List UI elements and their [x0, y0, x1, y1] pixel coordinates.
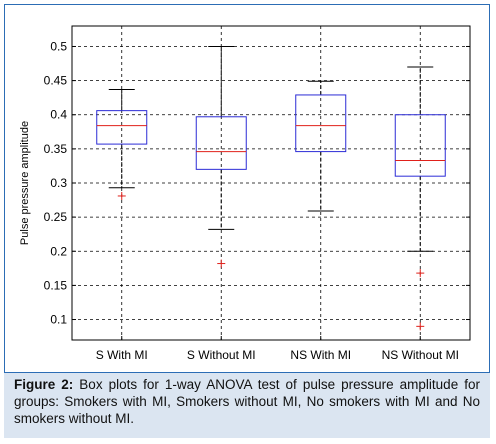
figure-caption: Figure 2: Box plots for 1-way ANOVA test… — [4, 372, 490, 438]
y-tick-label: 0.45 — [44, 74, 68, 88]
y-tick-label: 0.25 — [44, 210, 68, 224]
x-tick-label: NS With MI — [290, 348, 351, 362]
y-tick-label: 0.4 — [50, 108, 67, 122]
caption-text: Box plots for 1-way ANOVA test of pulse … — [14, 377, 480, 426]
caption-label: Figure 2: — [14, 377, 74, 392]
y-tick-label: 0.35 — [44, 142, 68, 156]
y-tick-label: 0.1 — [50, 313, 67, 327]
x-tick-label: S Without MI — [187, 348, 256, 362]
box-iqr — [295, 94, 347, 153]
y-tick-label: 0.15 — [44, 278, 68, 292]
box-iqr — [195, 116, 247, 170]
outlier-marker — [416, 269, 425, 278]
y-tick-label: 0.2 — [50, 244, 67, 258]
y-axis-label: Pulse pressure amplitude — [19, 121, 31, 245]
outlier-marker — [416, 322, 425, 331]
y-tick-label: 0.3 — [50, 176, 67, 190]
x-tick-label: NS Without MI — [382, 348, 459, 362]
box-iqr — [394, 114, 446, 177]
outlier-marker — [217, 259, 226, 268]
boxplot-chart: 0.1 0.15 0.2 0.25 0.3 0.35 0.4 0.45 0.5 Pulse pre… — [19, 25, 471, 362]
figure-frame — [4, 4, 490, 438]
y-tick-label: 0.5 — [50, 39, 67, 53]
outlier-marker — [117, 191, 126, 200]
x-tick-label: S With MI — [96, 348, 148, 362]
chart-area: 0.1 0.15 0.2 0.25 0.3 0.35 0.4 0.45 0.5 Pulse pre… — [4, 4, 490, 374]
box-iqr — [96, 110, 148, 145]
